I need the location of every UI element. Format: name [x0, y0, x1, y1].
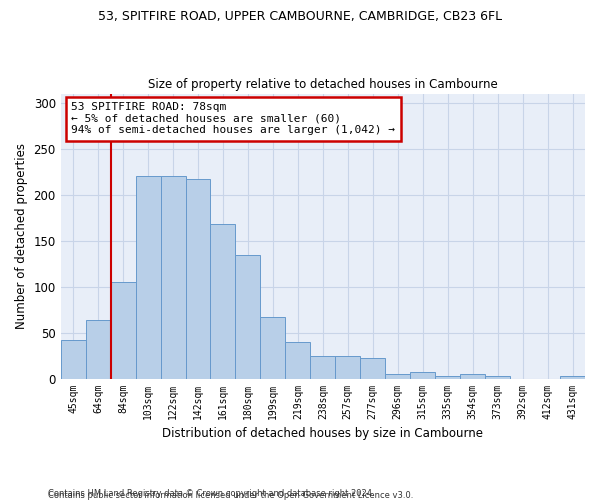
Bar: [335, 356, 360, 378]
Bar: [485, 376, 510, 378]
Bar: [310, 356, 335, 378]
Bar: [86, 320, 110, 378]
Title: Size of property relative to detached houses in Cambourne: Size of property relative to detached ho…: [148, 78, 498, 91]
Bar: [460, 374, 485, 378]
Bar: [235, 256, 260, 378]
Bar: [360, 358, 385, 378]
Text: Contains public sector information licensed under the Open Government Licence v3: Contains public sector information licen…: [48, 491, 413, 500]
Bar: [136, 176, 161, 378]
Bar: [410, 372, 435, 378]
Bar: [560, 376, 585, 378]
Text: 53, SPITFIRE ROAD, UPPER CAMBOURNE, CAMBRIDGE, CB23 6FL: 53, SPITFIRE ROAD, UPPER CAMBOURNE, CAMB…: [98, 10, 502, 23]
Bar: [185, 179, 211, 378]
Text: Contains HM Land Registry data © Crown copyright and database right 2024.: Contains HM Land Registry data © Crown c…: [48, 488, 374, 498]
Bar: [286, 342, 310, 378]
Bar: [110, 282, 136, 378]
Bar: [161, 176, 185, 378]
Text: 53 SPITFIRE ROAD: 78sqm
← 5% of detached houses are smaller (60)
94% of semi-det: 53 SPITFIRE ROAD: 78sqm ← 5% of detached…: [71, 102, 395, 136]
X-axis label: Distribution of detached houses by size in Cambourne: Distribution of detached houses by size …: [163, 427, 484, 440]
Bar: [385, 374, 410, 378]
Bar: [435, 376, 460, 378]
Y-axis label: Number of detached properties: Number of detached properties: [15, 143, 28, 329]
Bar: [260, 317, 286, 378]
Bar: [211, 224, 235, 378]
Bar: [61, 340, 86, 378]
